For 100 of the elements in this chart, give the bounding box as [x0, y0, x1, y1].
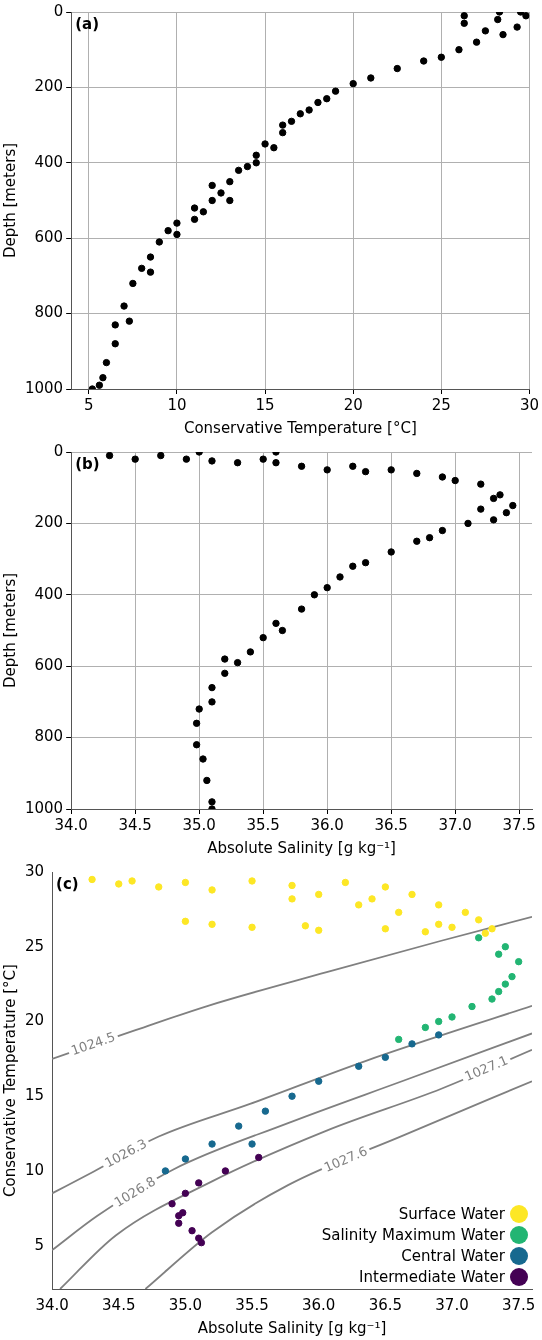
point	[474, 934, 483, 942]
point	[494, 950, 503, 958]
point	[349, 562, 357, 570]
x-tick-label: 20	[343, 395, 363, 414]
point	[451, 476, 459, 485]
point	[287, 117, 296, 126]
y-tick-label: 25	[24, 936, 45, 955]
point	[252, 151, 260, 159]
point	[261, 1107, 270, 1115]
point	[509, 501, 517, 510]
point	[155, 883, 163, 891]
point	[481, 27, 490, 35]
point	[489, 516, 498, 524]
point	[128, 877, 136, 885]
point	[197, 1238, 206, 1247]
point	[323, 583, 331, 592]
point	[501, 943, 510, 951]
point	[168, 1200, 176, 1208]
point	[173, 219, 181, 227]
point	[488, 925, 496, 933]
point	[179, 1209, 187, 1217]
y-tick-label: 1000	[24, 378, 64, 397]
point	[361, 467, 370, 476]
x-axis-title: Absolute Salinity [g kg⁻¹]	[207, 838, 396, 857]
y-tick-label: 15	[24, 1086, 45, 1105]
point	[208, 1140, 216, 1148]
point	[448, 1013, 456, 1021]
point	[305, 106, 313, 114]
point	[448, 923, 456, 931]
point	[349, 462, 357, 470]
point	[420, 57, 428, 65]
point	[208, 196, 216, 205]
point	[252, 159, 260, 167]
point	[367, 74, 375, 82]
x-tick-label: 36.5	[368, 1295, 403, 1314]
point	[208, 683, 216, 692]
point	[336, 573, 344, 581]
point	[489, 494, 498, 503]
x-tick-label: 35.0	[182, 815, 216, 834]
point	[208, 457, 216, 465]
point	[226, 196, 234, 205]
legend-label: Salinity Maximum Water	[321, 1225, 505, 1245]
point	[488, 995, 496, 1003]
point	[182, 455, 191, 463]
point	[341, 878, 350, 887]
x-tick-label: 37.5	[501, 1295, 536, 1314]
point	[146, 253, 155, 261]
x-tick-label: 5	[84, 395, 94, 414]
x-tick-label: 10	[167, 395, 187, 414]
point	[248, 923, 256, 931]
point	[323, 466, 331, 474]
point	[259, 633, 267, 642]
y-tick-label: 600	[34, 228, 64, 247]
y-tick-label: 200	[34, 513, 64, 532]
point	[125, 317, 134, 325]
point	[190, 204, 199, 212]
point	[95, 381, 104, 389]
point	[195, 1179, 203, 1187]
point	[438, 473, 447, 481]
point	[381, 1053, 390, 1062]
point	[115, 880, 123, 888]
x-tick-label: 34.0	[54, 815, 88, 834]
point	[355, 901, 363, 909]
point	[226, 177, 234, 186]
point	[181, 917, 190, 926]
point	[272, 619, 280, 628]
point	[297, 605, 306, 613]
y-axis-title: Depth [meters]	[0, 142, 19, 259]
point	[514, 957, 523, 966]
y-tick-label: 5	[34, 1235, 45, 1254]
point	[131, 455, 139, 463]
annotation: (b)	[75, 455, 100, 474]
point	[208, 798, 216, 806]
y-axis-title: Depth [meters]	[0, 572, 19, 689]
point	[434, 901, 443, 909]
point	[472, 38, 481, 46]
point	[421, 928, 430, 936]
y-tick-label: 0	[53, 441, 64, 460]
point	[460, 19, 468, 28]
point	[288, 1092, 296, 1100]
point	[438, 526, 447, 535]
point	[111, 340, 119, 348]
point	[278, 121, 287, 129]
point	[233, 658, 242, 667]
point	[181, 878, 190, 887]
y-tick-label: 20	[24, 1011, 45, 1030]
point	[221, 1167, 230, 1175]
point	[99, 373, 107, 382]
point	[481, 929, 490, 937]
point	[502, 508, 511, 517]
x-tick-label: 34.5	[118, 815, 152, 834]
point	[381, 883, 390, 891]
point	[234, 166, 243, 175]
point	[155, 238, 164, 246]
point	[381, 925, 390, 933]
point	[105, 452, 114, 460]
point	[208, 181, 216, 190]
point	[394, 908, 403, 917]
point	[434, 1017, 443, 1026]
point	[464, 519, 472, 528]
